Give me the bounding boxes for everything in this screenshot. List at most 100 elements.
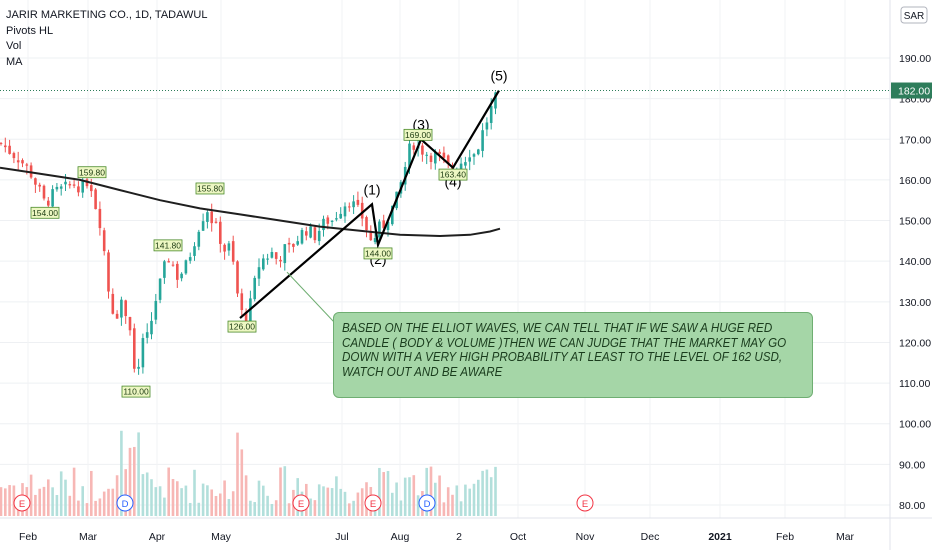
candle-body	[300, 230, 304, 244]
wave-polyline[interactable]	[239, 89, 500, 319]
callout-pointer	[286, 271, 335, 323]
volume-bar	[176, 481, 179, 516]
last-price-tag[interactable]	[891, 82, 932, 99]
pivot-label: 144.00	[365, 249, 391, 259]
earnings-marker[interactable]	[292, 494, 310, 512]
volume-bar	[412, 475, 416, 516]
candle-body	[494, 92, 497, 109]
volume-bar	[98, 498, 102, 516]
candle-body	[464, 162, 467, 166]
candle-body	[188, 257, 192, 261]
candle-body	[326, 217, 330, 224]
candle-body	[408, 143, 411, 168]
candle-body	[206, 212, 209, 222]
volume-bar	[90, 470, 93, 516]
volume-bar	[477, 479, 480, 516]
volume-bar	[188, 502, 192, 516]
candle-body	[154, 300, 158, 320]
volume-bar	[102, 491, 106, 516]
volume-bar	[81, 486, 84, 516]
candle-body	[459, 163, 463, 171]
candle-body	[77, 186, 80, 193]
candle-body	[305, 231, 308, 236]
currency-badge-label: SAR	[904, 11, 925, 22]
ma-line	[0, 166, 501, 238]
chart-grid	[0, 0, 890, 518]
symbol-title[interactable]: JARIR MARKETING CO., 1D, TADAWUL	[6, 9, 208, 21]
candle-body	[201, 221, 205, 231]
volume-bar	[171, 479, 175, 516]
volume-bar	[29, 474, 33, 516]
candle-body	[322, 218, 325, 231]
volume-bar	[489, 477, 493, 516]
x-tick-label: Mar	[79, 531, 98, 543]
candle-body	[180, 273, 183, 279]
moving-average	[0, 166, 501, 238]
earnings-marker[interactable]	[13, 494, 31, 512]
volume-bar	[0, 487, 3, 516]
candle-body	[348, 206, 351, 208]
earnings-marker[interactable]	[576, 494, 594, 512]
volume-bar	[249, 500, 252, 516]
volume-bar	[72, 467, 76, 516]
volume-bar	[201, 483, 205, 516]
indicator-ma[interactable]: MA	[6, 55, 23, 68]
y-tick-label: 150.00	[899, 216, 931, 228]
candle-body	[313, 227, 317, 241]
candle-body	[227, 243, 231, 251]
pivot-label: 159.80	[79, 167, 105, 177]
event-marker-label: E	[19, 499, 25, 510]
volume-bar	[4, 488, 7, 516]
volume-bar	[197, 502, 201, 516]
candle-body	[257, 267, 261, 279]
candle-body	[472, 154, 476, 157]
candle-body	[244, 311, 248, 324]
x-tick-label: Feb	[19, 531, 37, 543]
volume-bar	[64, 479, 67, 516]
volume-bar	[193, 469, 196, 516]
candle-body	[167, 261, 170, 263]
volume-bar	[210, 489, 213, 516]
candle-body	[193, 246, 196, 256]
candle-body	[231, 241, 235, 262]
volume-bar	[59, 471, 63, 516]
candle-body	[25, 164, 29, 166]
volume-bar	[348, 503, 351, 516]
candle-body	[421, 145, 424, 155]
volume-bar	[429, 466, 433, 516]
volume-bar	[145, 472, 149, 516]
candle-body	[133, 328, 136, 369]
x-tick-label: 2	[456, 531, 462, 543]
volume-bar	[77, 500, 80, 516]
candle-body	[47, 200, 50, 206]
volume-bar	[459, 501, 463, 516]
volume-bar	[85, 503, 89, 516]
volume-bar	[257, 480, 261, 516]
indicator-pivots[interactable]: Pivots HL	[6, 24, 54, 37]
volume-bar	[124, 469, 127, 516]
currency-badge[interactable]	[900, 6, 928, 24]
dividend-marker[interactable]	[418, 494, 436, 512]
candle-body	[16, 160, 20, 163]
dividend-marker[interactable]	[116, 494, 134, 512]
volume-bar	[8, 485, 11, 516]
candle-body	[425, 154, 428, 156]
candle-body	[386, 221, 390, 230]
candle-body	[352, 201, 355, 208]
volume-bar	[184, 485, 188, 516]
indicator-volume[interactable]: Vol	[6, 40, 22, 52]
pivot-box	[403, 128, 433, 141]
last-price-label: 182.00	[898, 86, 930, 98]
volume-bar	[494, 466, 497, 516]
candle-body	[64, 181, 67, 185]
candle-body	[438, 151, 441, 154]
earnings-marker[interactable]	[364, 494, 382, 512]
candle-body	[72, 184, 76, 186]
event-marker-label: E	[370, 499, 376, 510]
volume-bar	[227, 498, 231, 516]
volume-bar	[335, 476, 338, 516]
candle-body	[249, 298, 252, 325]
candle-body	[145, 332, 149, 338]
